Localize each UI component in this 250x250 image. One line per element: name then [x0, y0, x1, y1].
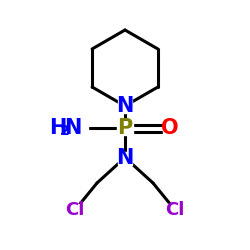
FancyBboxPatch shape — [163, 121, 177, 135]
Text: N: N — [116, 148, 134, 168]
FancyBboxPatch shape — [118, 152, 132, 164]
FancyBboxPatch shape — [167, 204, 183, 216]
Text: 2: 2 — [60, 124, 70, 138]
FancyBboxPatch shape — [117, 121, 133, 135]
Text: N: N — [116, 96, 134, 116]
FancyBboxPatch shape — [67, 204, 83, 216]
Text: N: N — [64, 118, 82, 138]
Text: H: H — [49, 118, 67, 138]
FancyBboxPatch shape — [52, 121, 88, 135]
Text: Cl: Cl — [65, 201, 85, 219]
Text: P: P — [118, 118, 132, 138]
FancyBboxPatch shape — [118, 100, 132, 112]
Text: O: O — [161, 118, 179, 138]
Text: Cl: Cl — [165, 201, 185, 219]
